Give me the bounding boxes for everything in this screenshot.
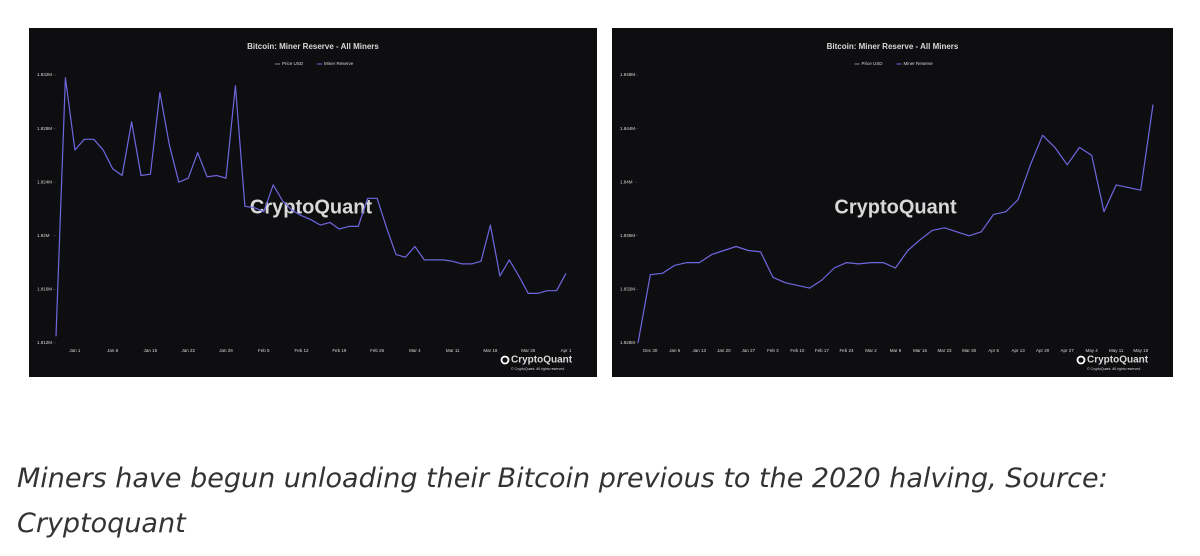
x-tick-label: Mar 4 <box>409 348 421 353</box>
copyright: © CryptoQuant. All rights reserved. <box>511 367 565 371</box>
chart-panel <box>612 28 1173 377</box>
x-tick-label: Feb 3 <box>767 348 779 353</box>
brand-logo <box>1076 355 1086 365</box>
x-tick-label: Mar 18 <box>483 348 498 353</box>
x-tick-label: Jan 22 <box>181 348 195 353</box>
x-tick-label: Mar 25 <box>521 348 536 353</box>
y-tick-label: 1.836M <box>620 233 635 238</box>
x-tick-label: May 4 <box>1086 348 1099 353</box>
x-tick-label: Mar 11 <box>446 348 460 353</box>
x-tick-label: Apr 27 <box>1061 348 1075 353</box>
x-tick-label: Jan 1 <box>69 348 81 353</box>
x-tick-label: Mar 2 <box>865 348 877 353</box>
x-tick-label: Apr 6 <box>988 348 999 353</box>
watermark: CryptoQuant <box>834 196 957 218</box>
chart-panel <box>29 28 597 377</box>
legend-label: Price USD <box>862 61 884 66</box>
y-tick-label: 1.832M <box>37 72 52 77</box>
x-tick-label: Feb 10 <box>790 348 805 353</box>
caption: Miners have begun unloading their Bitcoi… <box>17 463 1108 539</box>
data-line <box>637 104 1154 344</box>
y-tick-label: 1.816M <box>37 287 52 292</box>
y-tick-label: 1.848M <box>620 72 635 77</box>
legend-label: Miner Reserve <box>324 61 354 66</box>
x-tick-label: Jan 13 <box>693 348 707 353</box>
y-tick-label: 1.828M <box>620 340 635 345</box>
x-tick-label: Feb 19 <box>332 348 347 353</box>
legend-label: Price USD <box>282 61 304 66</box>
x-tick-label: Jan 8 <box>107 348 119 353</box>
brand-name: CryptoQuant <box>1087 355 1149 366</box>
x-tick-label: Dec 30 <box>643 348 658 353</box>
x-tick-label: May 11 <box>1109 348 1124 353</box>
x-tick-label: Feb 24 <box>839 348 854 353</box>
brand-name: CryptoQuant <box>511 355 573 366</box>
x-tick-label: Feb 17 <box>815 348 830 353</box>
x-tick-label: Apr 20 <box>1036 348 1050 353</box>
x-tick-label: Jan 15 <box>144 348 158 353</box>
y-tick-label: 1.812M <box>37 340 52 345</box>
y-tick-label: 1.84M <box>620 179 633 184</box>
y-tick-label: 1.824M <box>37 179 52 184</box>
x-tick-label: Feb 26 <box>370 348 385 353</box>
x-tick-label: Mar 30 <box>962 348 977 353</box>
y-tick-label: 1.82M <box>37 233 50 238</box>
chart-title: Bitcoin: Miner Reserve - All Miners <box>827 42 959 51</box>
x-tick-label: Jan 27 <box>742 348 756 353</box>
chart-title: Bitcoin: Miner Reserve - All Miners <box>247 42 379 51</box>
y-tick-label: 1.844M <box>620 126 635 131</box>
x-tick-label: Mar 9 <box>890 348 902 353</box>
y-tick-label: 1.832M <box>620 287 635 292</box>
x-tick-label: Mar 23 <box>938 348 953 353</box>
x-tick-label: Feb 5 <box>258 348 270 353</box>
y-tick-label: 1.828M <box>37 126 52 131</box>
x-tick-label: Apr 13 <box>1011 348 1025 353</box>
x-tick-label: Jan 20 <box>717 348 731 353</box>
legend-label: Miner Reserve <box>904 61 934 66</box>
data-line <box>55 77 567 337</box>
brand-logo <box>500 355 510 365</box>
x-tick-label: May 18 <box>1133 348 1148 353</box>
charts: CryptoQuant Bitcoin: Miner Reserve - All … <box>29 28 1173 377</box>
copyright: © CryptoQuant. All rights reserved. <box>1087 367 1141 371</box>
x-tick-label: Jan 6 <box>669 348 681 353</box>
x-tick-label: Mar 16 <box>913 348 928 353</box>
x-tick-label: Apr 1 <box>561 348 572 353</box>
x-tick-label: Feb 12 <box>295 348 310 353</box>
x-tick-label: Jan 29 <box>219 348 233 353</box>
watermark: CryptoQuant <box>250 196 373 218</box>
